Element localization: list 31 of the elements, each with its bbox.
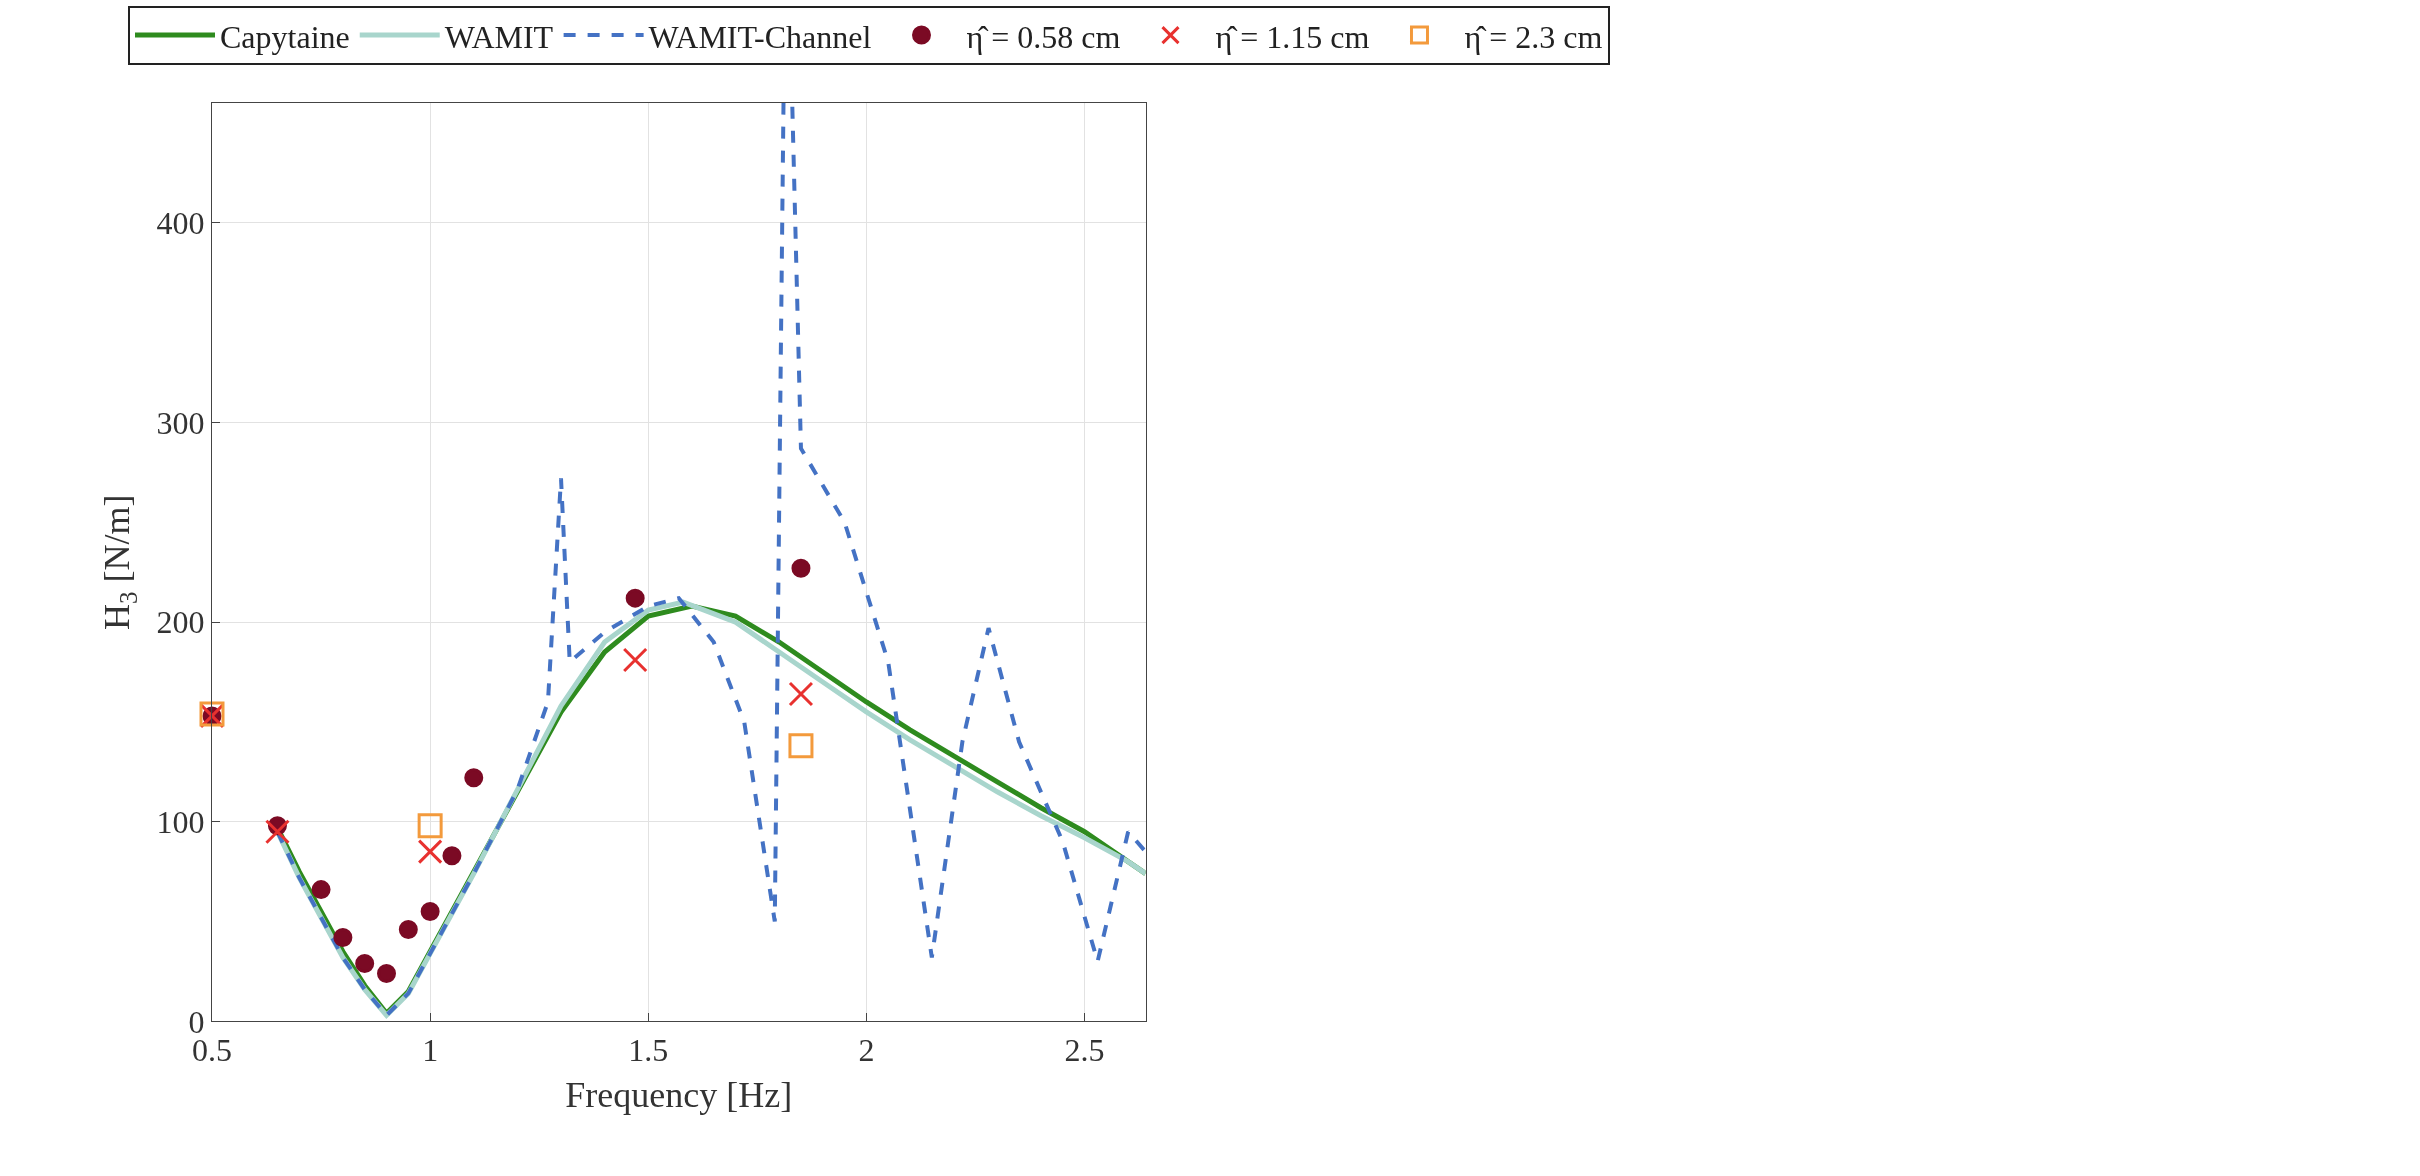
- point: [464, 768, 484, 788]
- point: [417, 839, 443, 865]
- point: [377, 963, 396, 983]
- x-tick-label: 2: [858, 1031, 875, 1068]
- point: [420, 902, 440, 922]
- x-axis-title: Frequency [Hz]: [565, 1075, 793, 1116]
- y-tick-label: 400: [156, 205, 205, 242]
- y-tick-label: 200: [156, 604, 205, 641]
- x-tick-label: 1.5: [628, 1031, 669, 1068]
- x-tick-label: 1: [422, 1031, 439, 1068]
- point: [355, 953, 375, 973]
- point: [311, 880, 331, 900]
- point: [625, 588, 645, 608]
- point: [791, 558, 811, 578]
- legend-label: Capytaine: [220, 18, 350, 55]
- point: [442, 846, 462, 866]
- point: [622, 647, 648, 673]
- legend-label: η̂ = 0.58 cm: [966, 18, 1121, 55]
- y-tick-label: 0: [188, 1003, 205, 1040]
- point: [333, 928, 353, 947]
- legend-label: WAMIT: [444, 18, 554, 55]
- legend-label: η̂ = 2.3 cm: [1464, 18, 1603, 55]
- x-tick-label: 2.5: [1064, 1031, 1105, 1068]
- y-tick-label: 100: [156, 803, 205, 840]
- point: [398, 920, 418, 940]
- point: [788, 681, 814, 707]
- y-tick-label: 300: [156, 404, 205, 441]
- legend-label: η̂ = 1.15 cm: [1215, 18, 1370, 55]
- point: [788, 733, 814, 759]
- point: [417, 813, 443, 839]
- legend-label: WAMIT-Channel: [648, 18, 872, 55]
